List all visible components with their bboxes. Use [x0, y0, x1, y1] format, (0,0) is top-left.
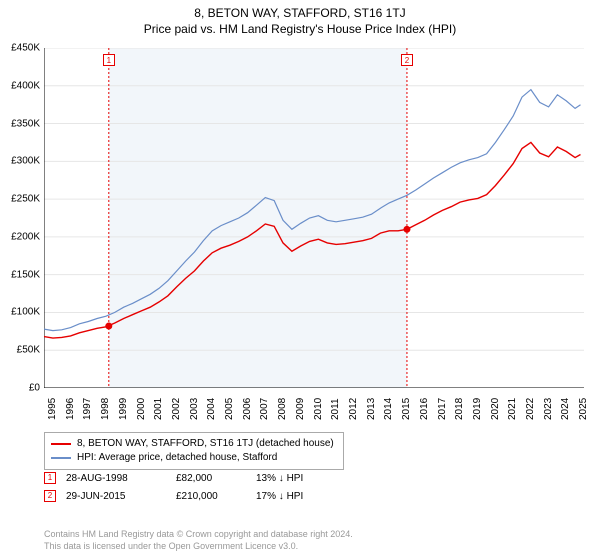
x-tick-label: 2025: [578, 398, 589, 420]
legend-label-property: 8, BETON WAY, STAFFORD, ST16 1TJ (detach…: [77, 437, 334, 451]
y-tick-label: £450K: [2, 43, 40, 54]
x-tick-label: 2014: [383, 398, 394, 420]
x-tick-label: 2015: [401, 398, 412, 420]
x-tick-label: 2012: [348, 398, 359, 420]
y-tick-label: £400K: [2, 80, 40, 91]
x-tick-label: 2007: [259, 398, 270, 420]
x-tick-label: 2021: [507, 398, 518, 420]
y-tick-label: £250K: [2, 194, 40, 205]
x-tick-label: 2023: [543, 398, 554, 420]
chart-title: 8, BETON WAY, STAFFORD, ST16 1TJ: [0, 0, 600, 20]
x-tick-label: 2011: [330, 398, 341, 420]
x-tick-label: 1998: [100, 398, 111, 420]
x-tick-label: 2010: [313, 398, 324, 420]
y-tick-label: £50K: [2, 345, 40, 356]
sale-date: 28-AUG-1998: [66, 473, 176, 484]
legend-label-hpi: HPI: Average price, detached house, Staf…: [77, 451, 277, 465]
y-tick-label: £300K: [2, 156, 40, 167]
x-tick-label: 2006: [242, 398, 253, 420]
sale-price: £82,000: [176, 473, 256, 484]
sale-row-1: 1 28-AUG-1998£82,00013% ↓ HPI: [44, 472, 584, 484]
x-tick-label: 1997: [82, 398, 93, 420]
legend-item-property: 8, BETON WAY, STAFFORD, ST16 1TJ (detach…: [51, 437, 337, 451]
x-tick-label: 2000: [136, 398, 147, 420]
x-tick-label: 2003: [189, 398, 200, 420]
footnote-line1: Contains HM Land Registry data © Crown c…: [44, 528, 353, 540]
x-tick-label: 1996: [65, 398, 76, 420]
sales-table: 1 28-AUG-1998£82,00013% ↓ HPI 2 29-JUN-2015…: [44, 472, 584, 508]
x-tick-label: 1995: [47, 398, 58, 420]
x-tick-label: 2009: [295, 398, 306, 420]
sale-price: £210,000: [176, 491, 256, 502]
sale-marker-badge: 2: [44, 490, 56, 502]
x-tick-label: 2005: [224, 398, 235, 420]
x-tick-label: 2022: [525, 398, 536, 420]
legend-swatch-hpi: [51, 457, 71, 459]
x-tick-label: 2013: [366, 398, 377, 420]
y-tick-label: £150K: [2, 269, 40, 280]
x-tick-label: 2020: [490, 398, 501, 420]
x-tick-label: 2004: [206, 398, 217, 420]
x-tick-label: 2017: [437, 398, 448, 420]
x-tick-label: 2018: [454, 398, 465, 420]
x-tick-label: 2024: [560, 398, 571, 420]
x-tick-label: 2001: [153, 398, 164, 420]
x-tick-label: 1999: [118, 398, 129, 420]
footnote: Contains HM Land Registry data © Crown c…: [44, 528, 353, 552]
plot-area: 12: [44, 48, 584, 388]
legend-item-hpi: HPI: Average price, detached house, Staf…: [51, 451, 337, 465]
sale-date: 29-JUN-2015: [66, 491, 176, 502]
x-tick-label: 2016: [419, 398, 430, 420]
sale-marker-1: 1: [103, 54, 115, 66]
y-tick-label: £0: [2, 383, 40, 394]
y-tick-label: £350K: [2, 118, 40, 129]
sale-delta: 13% ↓ HPI: [256, 473, 356, 484]
plot-svg: [44, 48, 584, 388]
chart-container: 8, BETON WAY, STAFFORD, ST16 1TJ Price p…: [0, 0, 600, 560]
sale-row-2: 2 29-JUN-2015£210,00017% ↓ HPI: [44, 490, 584, 502]
x-tick-label: 2002: [171, 398, 182, 420]
sale-marker-2: 2: [401, 54, 413, 66]
sale-delta: 17% ↓ HPI: [256, 491, 356, 502]
x-tick-label: 2008: [277, 398, 288, 420]
legend-swatch-property: [51, 443, 71, 445]
y-tick-label: £200K: [2, 231, 40, 242]
y-tick-label: £100K: [2, 307, 40, 318]
chart-subtitle: Price paid vs. HM Land Registry's House …: [0, 20, 600, 36]
x-tick-label: 2019: [472, 398, 483, 420]
footnote-line2: This data is licensed under the Open Gov…: [44, 540, 353, 552]
legend: 8, BETON WAY, STAFFORD, ST16 1TJ (detach…: [44, 432, 344, 470]
sale-marker-badge: 1: [44, 472, 56, 484]
